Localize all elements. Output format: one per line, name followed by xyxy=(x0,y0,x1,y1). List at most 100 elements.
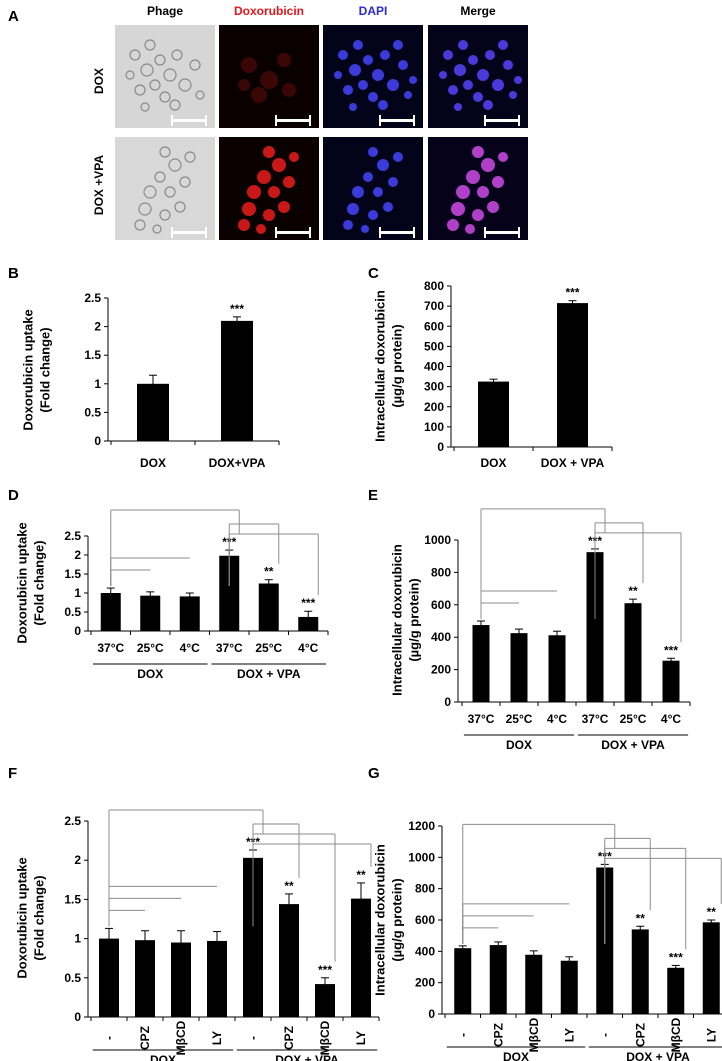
y-tick-label: 0 xyxy=(74,624,81,638)
y-axis-label: (µg/g protein) xyxy=(390,878,405,961)
y-tick-label: 200 xyxy=(415,976,435,990)
y-axis-label: (Fold change) xyxy=(32,875,47,960)
y-tick-label: 400 xyxy=(424,360,444,374)
significance-label: ** xyxy=(284,879,294,893)
bar xyxy=(557,303,588,447)
significance-label: *** xyxy=(301,596,315,610)
bar xyxy=(258,583,279,631)
significance-label: ** xyxy=(707,905,717,919)
y-tick-label: 1 xyxy=(74,932,81,946)
micrograph-phage-dox xyxy=(115,25,215,128)
group-label: DOX xyxy=(137,667,163,681)
scale-bar xyxy=(171,115,207,126)
category-label: 25°C xyxy=(255,641,282,655)
bar xyxy=(100,593,121,631)
category-label: CPZ xyxy=(282,1026,296,1050)
y-tick-label: 400 xyxy=(431,630,451,644)
y-tick-label: 200 xyxy=(431,663,451,677)
category-label: MβCD xyxy=(527,1017,541,1052)
y-tick-label: 0.5 xyxy=(84,405,101,419)
significance-label: ** xyxy=(636,911,646,925)
bar xyxy=(478,381,509,447)
bar xyxy=(560,960,578,1014)
column-header-merge: Merge xyxy=(460,4,496,18)
category-label: LY xyxy=(354,1031,368,1045)
category-label: MβCD xyxy=(174,1020,188,1055)
significance-label: ** xyxy=(356,868,366,882)
y-tick-label: 300 xyxy=(424,380,444,394)
y-axis-label: Intracellular doxorubicin xyxy=(373,844,388,996)
column-header-dapi: DAPI xyxy=(358,4,388,18)
group-label: DOX + VPA xyxy=(626,1050,690,1061)
significance-label: ** xyxy=(628,584,638,598)
bar xyxy=(472,625,490,702)
y-tick-label: 0.5 xyxy=(64,605,81,619)
y-tick-label: 1200 xyxy=(408,819,435,833)
y-tick-label: 2.5 xyxy=(64,529,81,543)
y-tick-label: 2 xyxy=(74,853,81,867)
y-tick-label: 0 xyxy=(94,434,101,448)
significance-label: *** xyxy=(664,643,678,657)
micrograph-merge-dox xyxy=(428,25,528,128)
panel-letter-f: F xyxy=(8,765,17,782)
scale-bar xyxy=(379,115,415,126)
bar xyxy=(454,948,472,1014)
group-label: DOX + VPA xyxy=(237,667,301,681)
panel-letter-a: A xyxy=(8,8,19,25)
bar xyxy=(219,555,240,631)
category-label: LY xyxy=(704,1028,718,1042)
category-label: 37°C xyxy=(216,641,243,655)
significance-label: ** xyxy=(264,565,274,579)
y-tick-label: 200 xyxy=(424,400,444,414)
y-tick-label: 1.5 xyxy=(64,567,81,581)
y-tick-label: 2.5 xyxy=(64,814,81,828)
bar xyxy=(548,635,566,702)
bar xyxy=(662,660,680,702)
category-label: LY xyxy=(210,1031,224,1045)
bar xyxy=(631,929,649,1014)
scale-bar xyxy=(275,115,311,126)
y-tick-label: 1 xyxy=(94,377,101,391)
group-label: DOX + VPA xyxy=(601,738,665,752)
micrograph-doxorubicin-dox xyxy=(219,25,319,128)
category-label: 25°C xyxy=(137,641,164,655)
y-axis-label: (µg/g protein) xyxy=(407,578,422,661)
bar xyxy=(279,904,299,1017)
category-label: MβCD xyxy=(669,1017,683,1052)
y-axis-label: (µg/g protein) xyxy=(390,324,405,407)
bar xyxy=(171,942,191,1017)
y-tick-label: 700 xyxy=(424,299,444,313)
y-tick-label: 1000 xyxy=(424,533,451,547)
y-tick-label: 0 xyxy=(428,1007,435,1021)
bar xyxy=(99,938,119,1017)
scale-bar xyxy=(275,227,311,238)
micrograph-phage-dox-vpa xyxy=(115,137,215,240)
category-label: - xyxy=(246,1036,260,1040)
bar xyxy=(525,954,543,1014)
bar xyxy=(135,940,155,1017)
bar xyxy=(140,595,161,631)
group-label: DOX + VPA xyxy=(275,1053,339,1061)
category-label: 4°C xyxy=(298,641,318,655)
y-axis-label: (Fold change) xyxy=(38,327,53,412)
category-label: 25°C xyxy=(506,712,533,726)
y-axis-label: Intracellular doxorubicin xyxy=(373,290,388,442)
category-label: 37°C xyxy=(97,641,124,655)
y-axis-label: Intracellular doxorubicin xyxy=(390,544,405,696)
group-label: DOX xyxy=(150,1053,176,1061)
bar xyxy=(586,552,604,702)
category-label: - xyxy=(456,1033,470,1037)
micrograph-doxorubicin-dox-vpa xyxy=(219,137,319,240)
y-tick-label: 400 xyxy=(415,944,435,958)
category-label: CPZ xyxy=(138,1026,152,1050)
bar xyxy=(489,945,507,1014)
column-header-doxorubicin: Doxorubicin xyxy=(233,4,304,18)
category-label: - xyxy=(598,1033,612,1037)
y-tick-label: 0 xyxy=(437,440,444,454)
significance-label: *** xyxy=(565,286,579,300)
y-tick-label: 2 xyxy=(94,320,101,334)
y-axis-label: (Fold change) xyxy=(32,540,47,625)
panel-letter-d: D xyxy=(8,487,19,504)
